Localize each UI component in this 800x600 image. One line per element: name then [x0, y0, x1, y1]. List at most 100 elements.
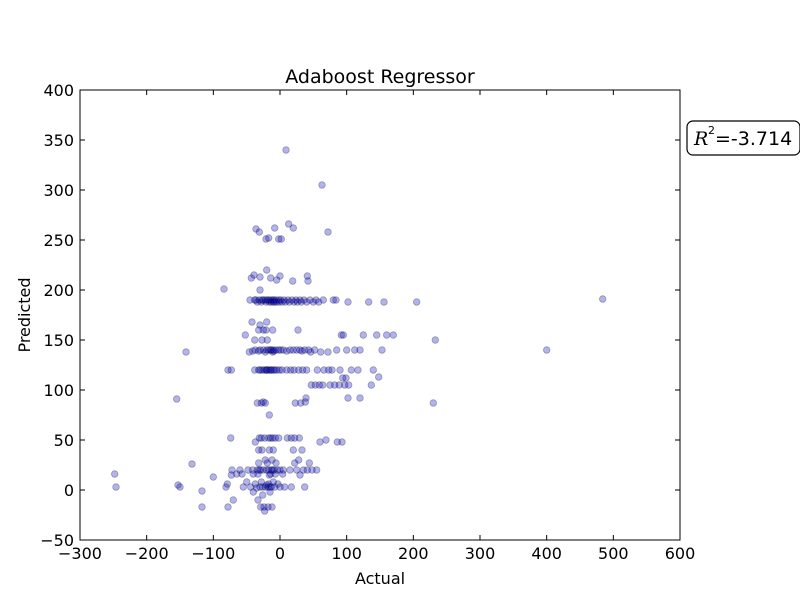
data-point — [339, 331, 347, 339]
data-point — [236, 466, 244, 474]
data-point — [255, 434, 263, 442]
data-point — [305, 346, 313, 354]
annotation-exponent: 2 — [708, 124, 715, 137]
data-point — [413, 298, 421, 306]
data-point — [263, 296, 271, 304]
data-point — [220, 285, 228, 293]
data-point — [367, 381, 375, 389]
data-point — [289, 277, 297, 285]
data-point — [267, 298, 275, 306]
data-point — [303, 272, 311, 280]
chart-title: Adaboost Regressor — [285, 66, 475, 88]
data-point — [359, 331, 367, 339]
data-point — [290, 366, 298, 374]
data-point — [369, 366, 377, 374]
data-point — [261, 483, 269, 491]
data-point — [333, 346, 341, 354]
data-point — [276, 483, 284, 491]
data-point — [263, 346, 271, 354]
data-point — [284, 296, 292, 304]
data-point — [265, 480, 273, 488]
data-point — [261, 507, 269, 515]
data-point — [293, 298, 301, 306]
data-point — [295, 456, 303, 464]
data-point — [312, 296, 320, 304]
data-point — [265, 471, 273, 479]
x-tick-label: 400 — [531, 544, 562, 563]
data-point — [380, 298, 388, 306]
data-point — [261, 348, 269, 356]
data-point — [198, 487, 206, 495]
data-point — [345, 381, 353, 389]
data-point — [341, 381, 349, 389]
data-point — [244, 466, 252, 474]
data-point — [294, 326, 302, 334]
data-point — [311, 381, 319, 389]
data-point — [261, 399, 269, 407]
data-point — [172, 395, 181, 403]
x-axis-ticks: −300 −200 −100 0 100 200 300 400 500 600 — [58, 90, 695, 563]
data-point — [324, 348, 332, 356]
data-point — [291, 399, 299, 407]
data-point — [227, 366, 235, 374]
x-tick-label: −200 — [125, 544, 169, 563]
data-point — [256, 366, 264, 374]
data-point — [246, 296, 254, 304]
data-point — [265, 466, 273, 474]
data-point — [299, 466, 307, 474]
data-point — [378, 346, 386, 354]
data-point — [298, 347, 306, 355]
data-point — [182, 348, 190, 356]
data-point — [241, 331, 249, 339]
data-point — [263, 481, 271, 489]
data-point — [351, 346, 359, 354]
data-point — [222, 483, 230, 491]
data-point — [267, 274, 275, 282]
data-point — [344, 394, 352, 402]
data-point — [259, 483, 267, 491]
data-point — [287, 434, 295, 442]
data-point — [265, 346, 273, 354]
data-point — [279, 346, 287, 354]
y-tick-label: 0 — [64, 481, 74, 500]
data-point — [249, 470, 257, 478]
data-point — [255, 446, 263, 454]
data-point — [259, 466, 267, 474]
data-point — [307, 381, 315, 389]
x-tick-label: 600 — [665, 544, 696, 563]
data-point — [256, 321, 264, 329]
data-point — [263, 466, 271, 474]
data-point — [267, 366, 275, 374]
data-point — [277, 235, 285, 243]
data-point — [354, 366, 362, 374]
data-point — [255, 347, 263, 355]
data-point — [298, 446, 306, 454]
data-point — [265, 296, 273, 304]
data-point — [356, 346, 364, 354]
data-point — [324, 228, 332, 236]
data-point — [271, 470, 279, 478]
data-point — [309, 298, 317, 306]
data-point — [269, 366, 277, 374]
data-point — [338, 438, 346, 446]
data-point — [389, 331, 397, 339]
y-tick-label: 400 — [43, 81, 74, 100]
data-point — [253, 466, 261, 474]
data-point — [293, 346, 301, 354]
data-point — [429, 399, 437, 407]
data-point — [336, 366, 344, 374]
data-point — [112, 483, 120, 491]
data-point — [271, 366, 279, 374]
data-point — [273, 298, 281, 306]
data-point — [256, 273, 264, 281]
data-point — [296, 471, 304, 479]
data-point — [272, 296, 280, 304]
data-point — [258, 296, 266, 304]
data-point — [229, 496, 237, 504]
data-point — [282, 146, 290, 154]
x-tick-label: 0 — [275, 544, 285, 563]
data-point — [268, 456, 276, 464]
data-point — [304, 277, 312, 285]
data-point — [250, 336, 259, 344]
data-point — [296, 346, 304, 354]
